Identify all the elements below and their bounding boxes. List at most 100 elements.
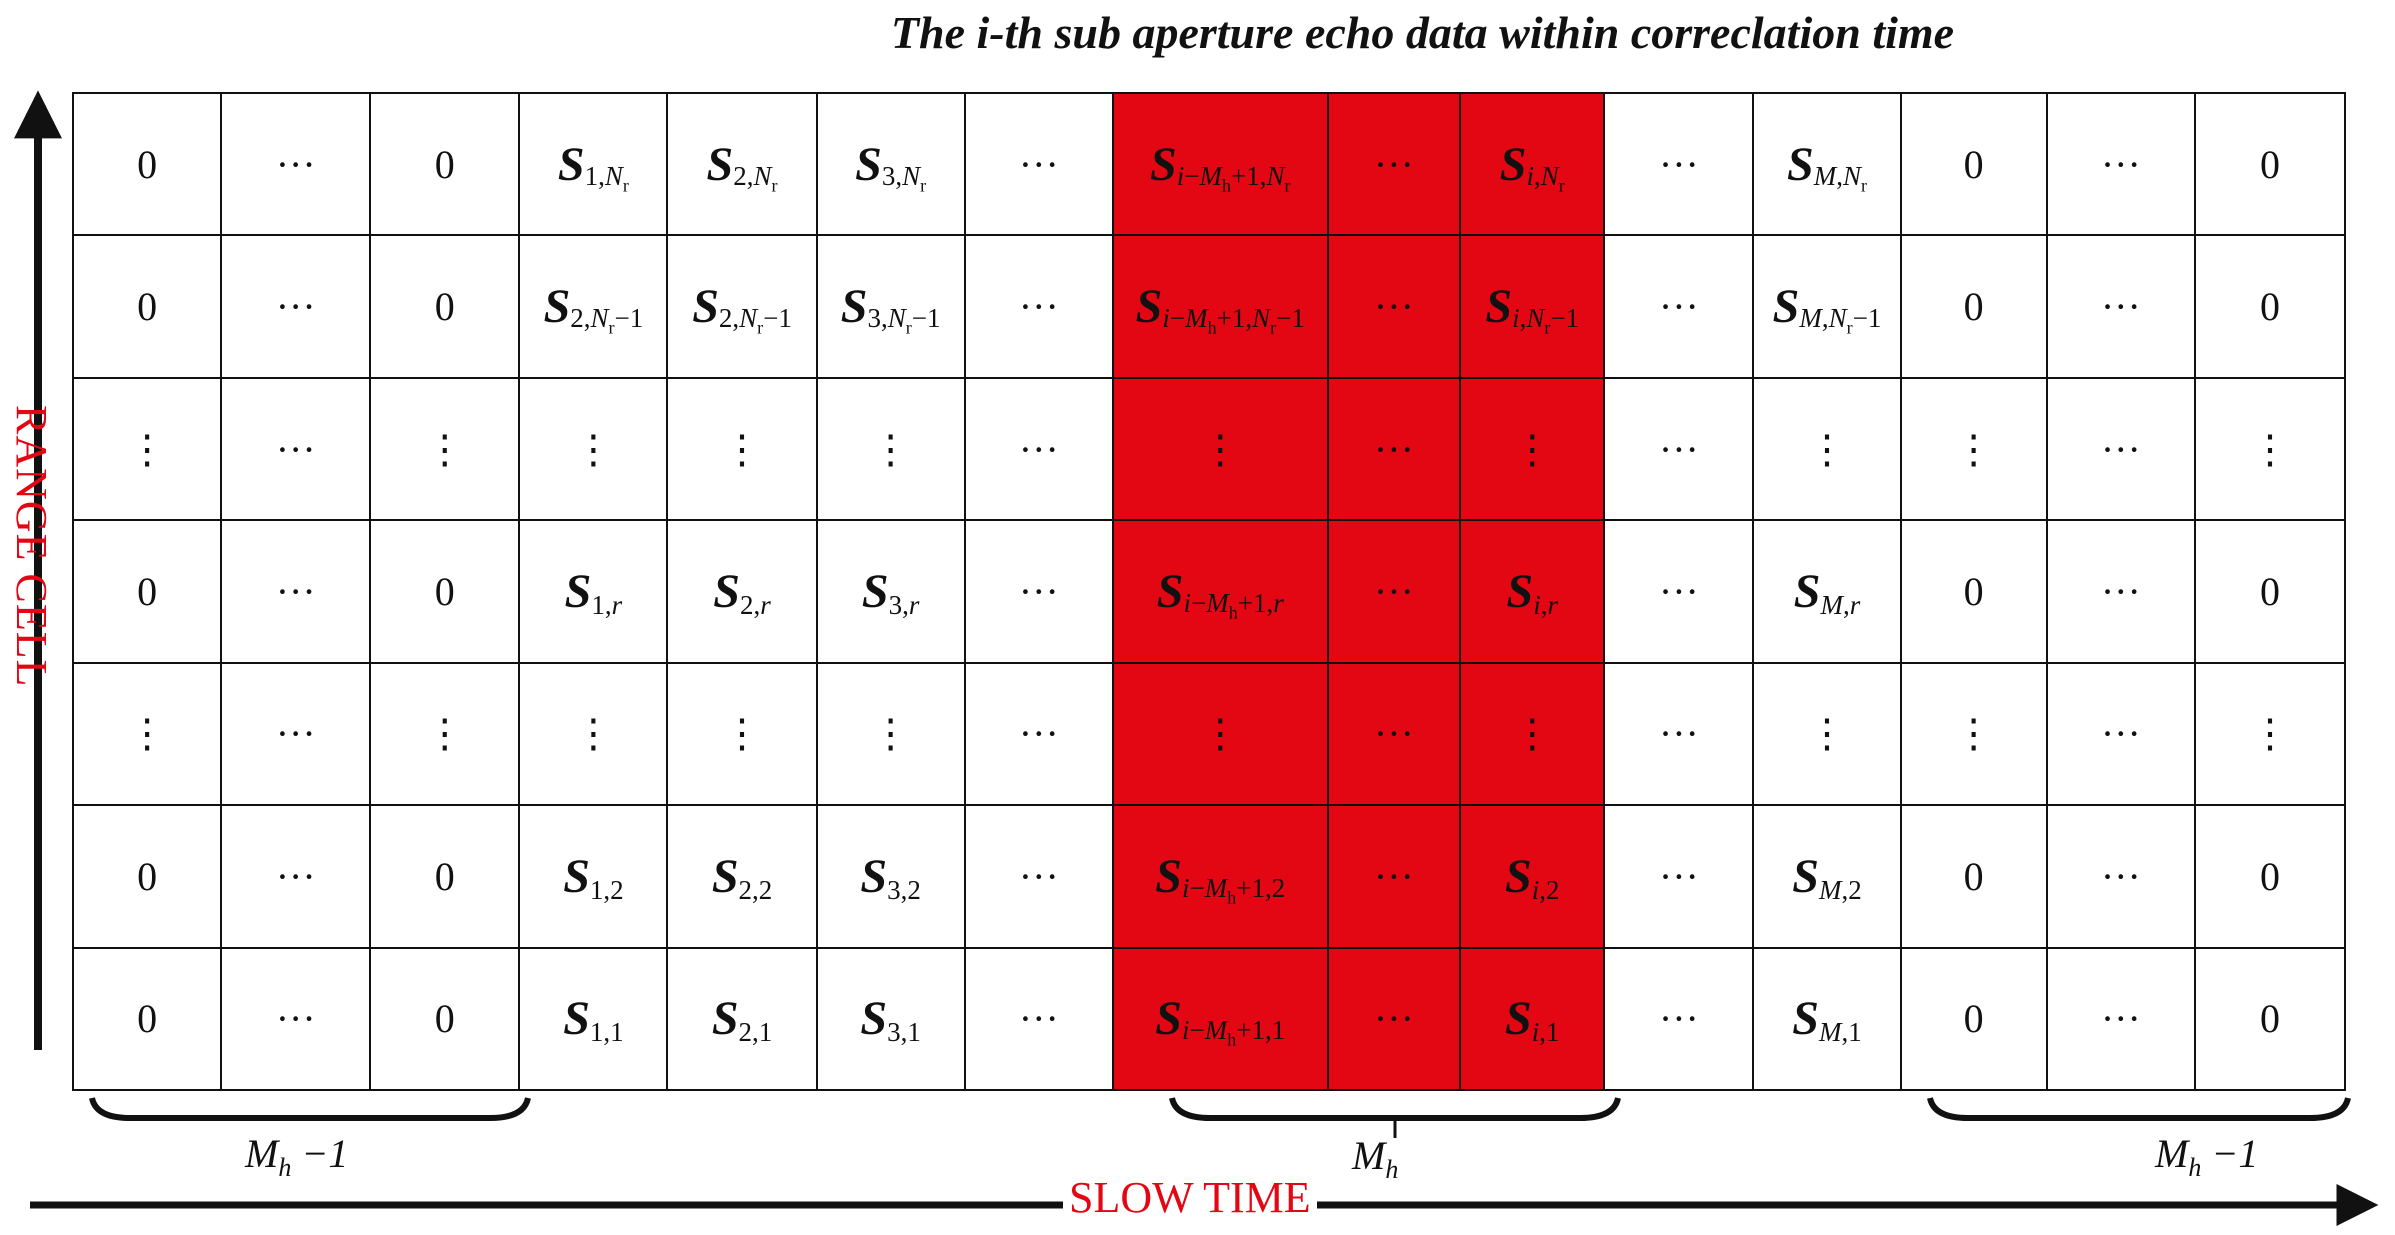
- matrix-cell: ···: [1605, 378, 1755, 522]
- right-brace: [1927, 1097, 2351, 1121]
- matrix-cell: 0: [74, 948, 223, 1091]
- matrix-cell: ···: [965, 663, 1114, 807]
- matrix-cell: ···: [965, 378, 1114, 522]
- matrix-cell: S 1,r: [520, 521, 669, 664]
- matrix-cell: ⋮: [2195, 663, 2346, 807]
- matrix-cell: ⋮: [74, 663, 223, 807]
- matrix-cell: ···: [222, 521, 372, 664]
- matrix-cell: 0: [2195, 521, 2346, 664]
- matrix-cell: ···: [965, 806, 1114, 949]
- slow-time-axis-label: SLOW TIME: [1063, 1172, 1317, 1223]
- matrix-cell: ⋮: [1754, 378, 1902, 522]
- matrix-cell: ···: [1605, 236, 1755, 379]
- matrix-cell: ···: [2047, 236, 2196, 379]
- matrix-cell: 0: [2195, 236, 2346, 379]
- matrix-cell: 0: [1901, 236, 2048, 379]
- matrix-cell: S 2,1: [668, 948, 818, 1091]
- matrix-cell: 0: [74, 236, 223, 379]
- matrix-cell: ⋮: [2195, 378, 2346, 522]
- matrix-cell: ···: [2047, 806, 2196, 949]
- matrix-cell: 0: [74, 806, 223, 949]
- matrix-cell: ⋮: [1901, 378, 2048, 522]
- diagram-title: The i-th sub aperture echo data within c…: [890, 7, 1955, 58]
- matrix-cell: S 3,Nr−1: [817, 236, 966, 379]
- matrix-cell: S 1,Nr: [520, 94, 669, 237]
- matrix-cell: ···: [1605, 948, 1755, 1091]
- matrix-cell: 0: [74, 94, 223, 237]
- matrix-cell: ···: [1605, 94, 1755, 237]
- matrix-cell: ⋮: [1901, 663, 2048, 807]
- matrix-cell: ⋮: [668, 663, 818, 807]
- matrix-cell: 0: [1901, 806, 2048, 949]
- matrix-cell: ···: [1328, 663, 1462, 807]
- matrix-cell: ⋮: [1113, 663, 1329, 807]
- center-brace: [1169, 1097, 1621, 1121]
- matrix-cell: 0: [1901, 521, 2048, 664]
- matrix-cell: 0: [2195, 806, 2346, 949]
- matrix-cell: ⋮: [1461, 663, 1606, 807]
- matrix-cell: ···: [222, 948, 372, 1091]
- matrix-cell: ⋮: [74, 378, 223, 522]
- matrix-cell: S 1,1: [520, 948, 669, 1091]
- matrix-cell: ···: [1328, 236, 1462, 379]
- matrix-cell: ···: [2047, 521, 2196, 664]
- matrix-cell: 0: [1901, 94, 2048, 237]
- matrix-cell: ···: [1328, 378, 1462, 522]
- matrix-cell: ⋮: [817, 378, 966, 522]
- matrix-cell: ···: [965, 521, 1114, 664]
- center-brace-label: Mh: [1352, 1133, 1399, 1184]
- matrix-cell: S 1,2: [520, 806, 669, 949]
- matrix-cell: S 3,2: [817, 806, 966, 949]
- matrix-cell: S 2,Nr−1: [668, 236, 818, 379]
- matrix-cell: 0: [74, 521, 223, 664]
- matrix-cell: S M,r: [1754, 521, 1902, 664]
- matrix-cell: 0: [371, 806, 521, 949]
- matrix-cell: ···: [222, 378, 372, 522]
- matrix-cell: ···: [222, 806, 372, 949]
- matrix-cell: 0: [371, 236, 521, 379]
- matrix-cell: ···: [2047, 663, 2196, 807]
- matrix-cell: ⋮: [371, 378, 521, 522]
- matrix-cell: 0: [371, 948, 521, 1091]
- matrix-cell: 0: [2195, 948, 2346, 1091]
- left-brace: [89, 1097, 531, 1121]
- matrix-cell: S M,2: [1754, 806, 1902, 949]
- matrix-cell: ···: [2047, 378, 2196, 522]
- matrix-cell: ⋮: [1461, 378, 1606, 522]
- matrix-cell: ···: [1605, 521, 1755, 664]
- matrix-cell: ···: [1328, 806, 1462, 949]
- matrix-cell: S 2,r: [668, 521, 818, 664]
- matrix-cell: ⋮: [371, 663, 521, 807]
- matrix-cell: ⋮: [1754, 663, 1902, 807]
- right-brace-label: Mh −1: [2155, 1131, 2259, 1182]
- matrix-cell: S 3,1: [817, 948, 966, 1091]
- matrix-cell: ⋮: [520, 663, 669, 807]
- matrix-cell: S M,Nr: [1754, 94, 1902, 237]
- matrix-cell: 0: [371, 94, 521, 237]
- matrix-cell: ⋮: [520, 378, 669, 522]
- matrix-cell: ···: [222, 236, 372, 379]
- matrix-cell: S 2,Nr−1: [520, 236, 669, 379]
- matrix-cell: ···: [1605, 806, 1755, 949]
- matrix-cell: S 2,2: [668, 806, 818, 949]
- matrix-cell: S 2,Nr: [668, 94, 818, 237]
- matrix-cell: S 3,r: [817, 521, 966, 664]
- left-brace-label: Mh −1: [245, 1131, 349, 1182]
- matrix-cell: ···: [1328, 948, 1462, 1091]
- matrix-cell: 0: [371, 521, 521, 664]
- range-cell-axis-label: RANGE CELL: [7, 405, 56, 688]
- matrix-cell: ⋮: [1113, 378, 1329, 522]
- matrix-cell: ···: [965, 94, 1114, 237]
- matrix-cell: ⋮: [817, 663, 966, 807]
- matrix-cell: ···: [965, 236, 1114, 379]
- matrix-cell: ···: [2047, 948, 2196, 1091]
- matrix-cell: ···: [965, 948, 1114, 1091]
